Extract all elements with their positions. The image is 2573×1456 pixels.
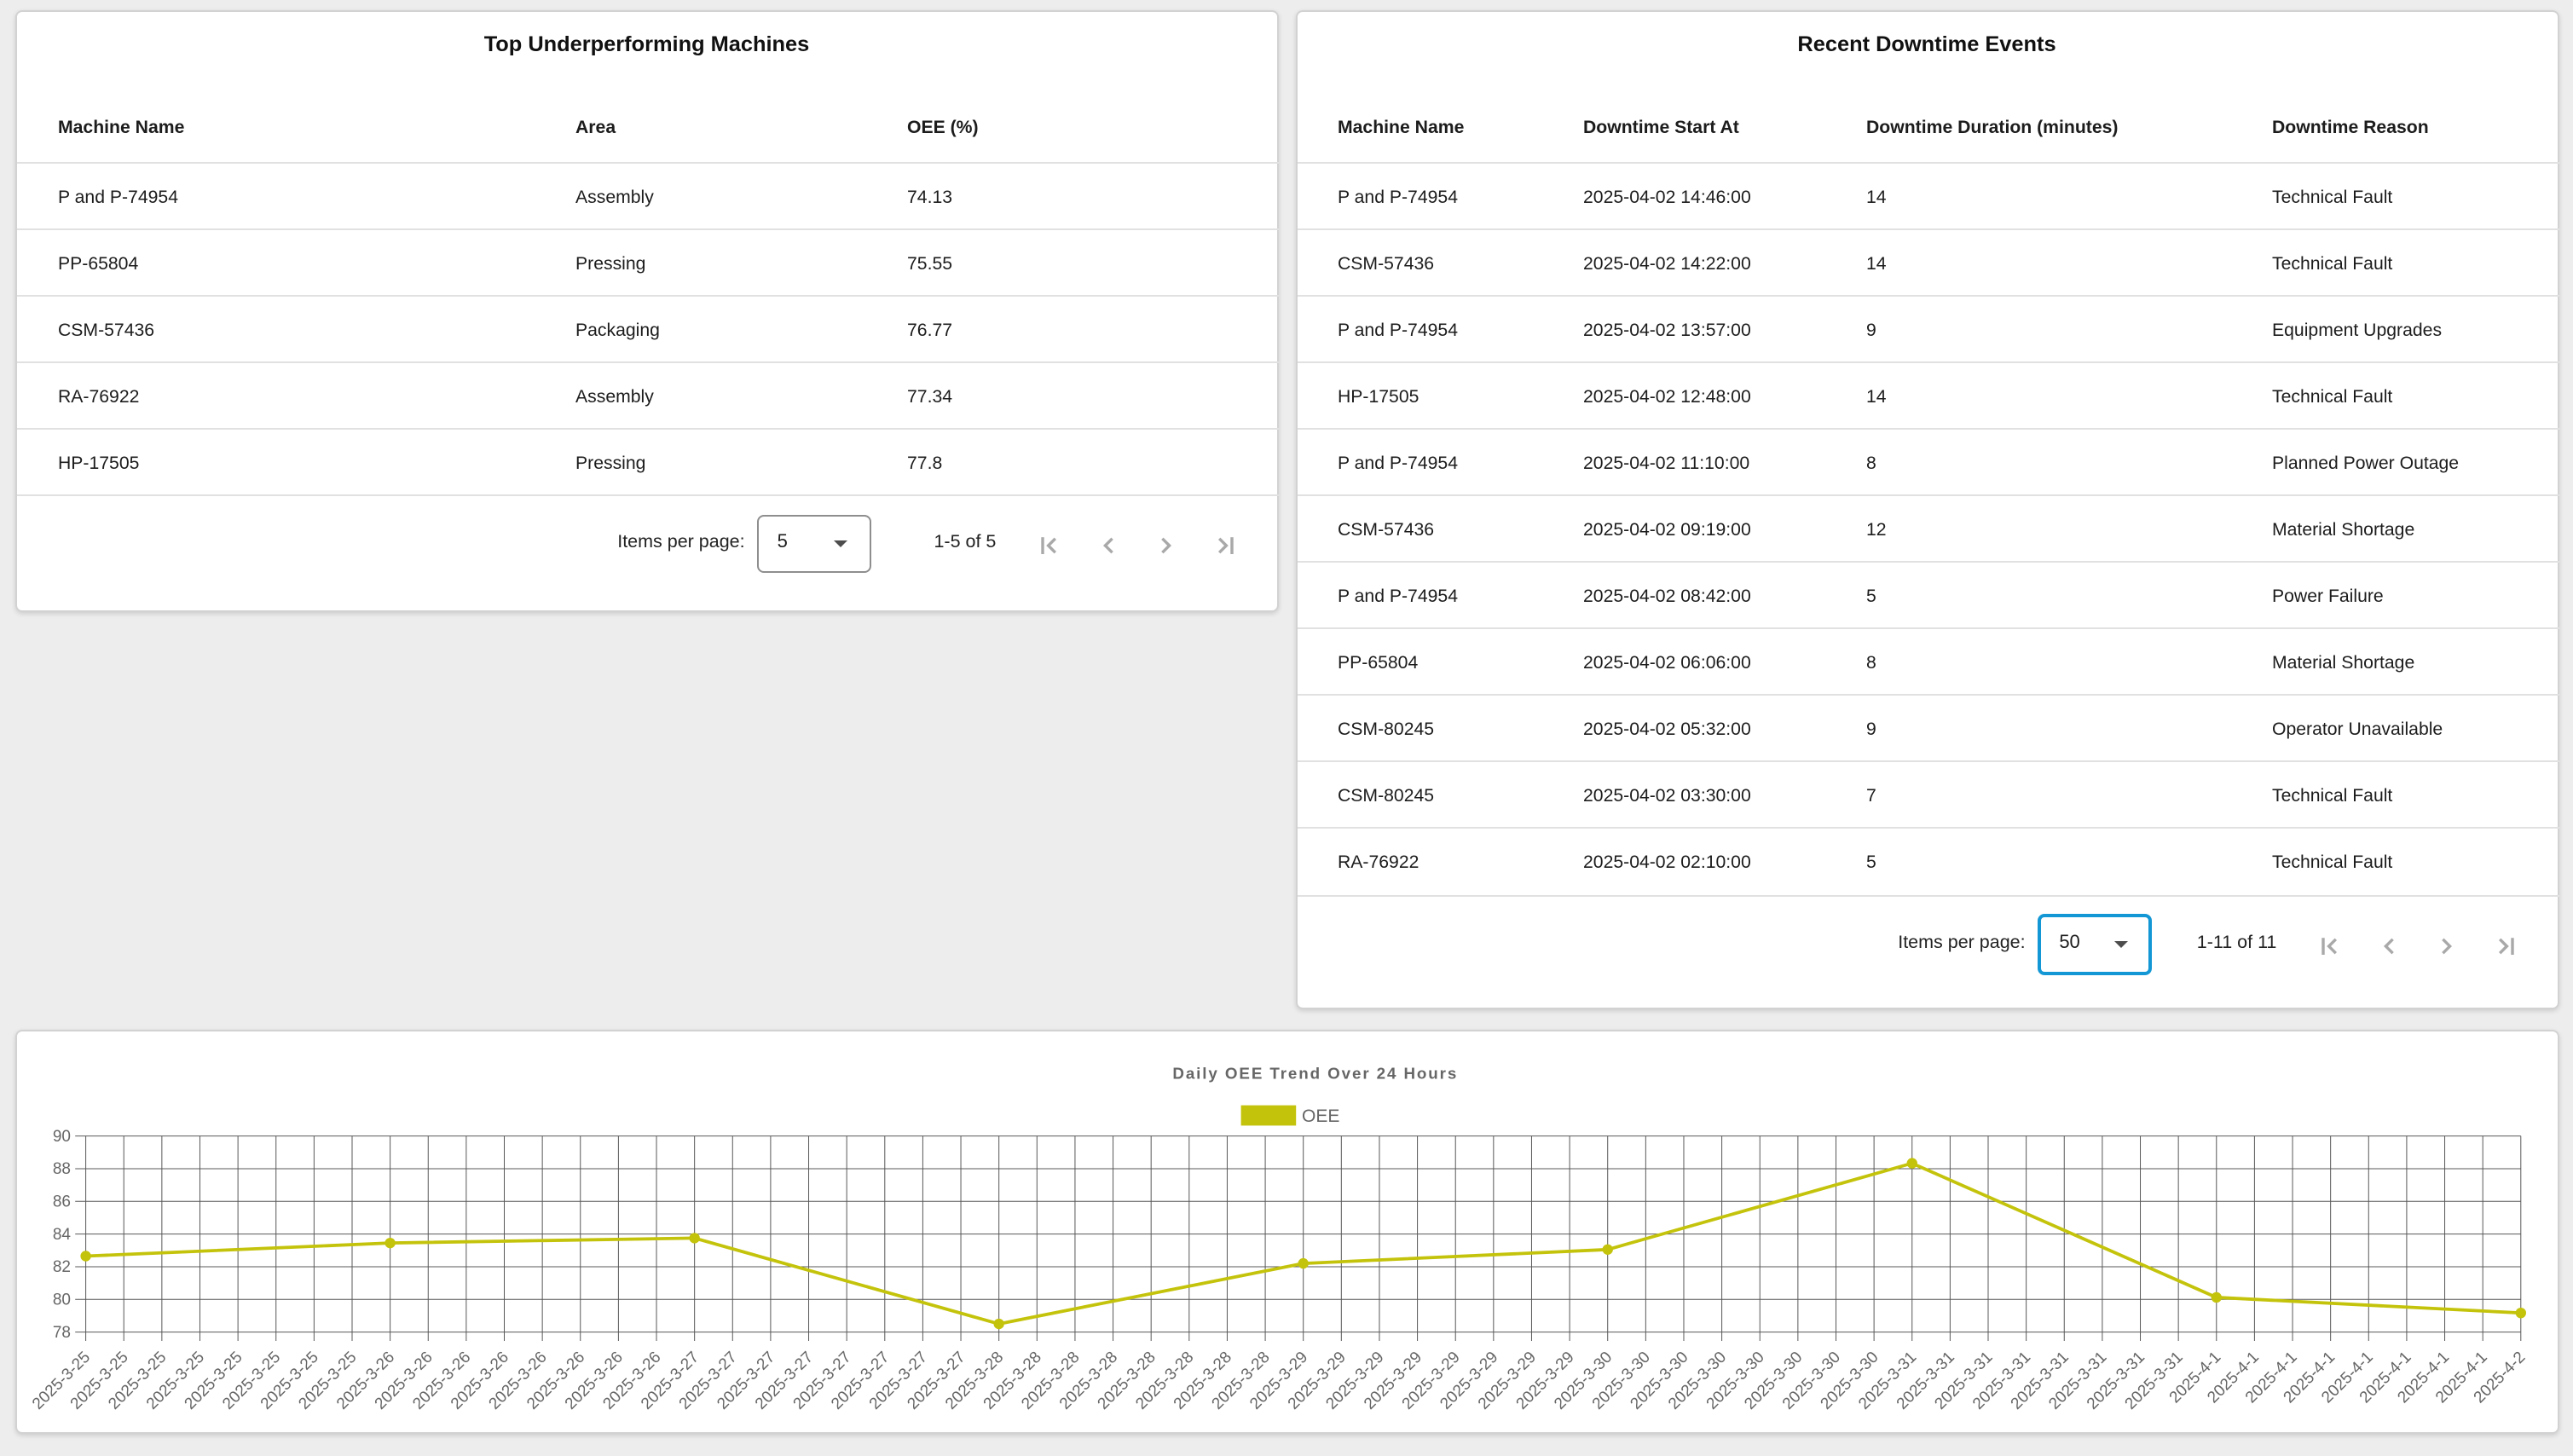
svg-text:84: 84 [53,1225,72,1243]
svg-text:OEE: OEE [1302,1106,1339,1125]
svg-text:82: 82 [53,1257,71,1275]
svg-text:86: 86 [53,1193,71,1210]
svg-text:88: 88 [53,1159,71,1177]
svg-text:90: 90 [53,1127,71,1145]
svg-text:Daily OEE Trend Over 24 Hours: Daily OEE Trend Over 24 Hours [1172,1064,1458,1082]
svg-text:78: 78 [53,1323,71,1341]
svg-text:80: 80 [53,1291,71,1309]
